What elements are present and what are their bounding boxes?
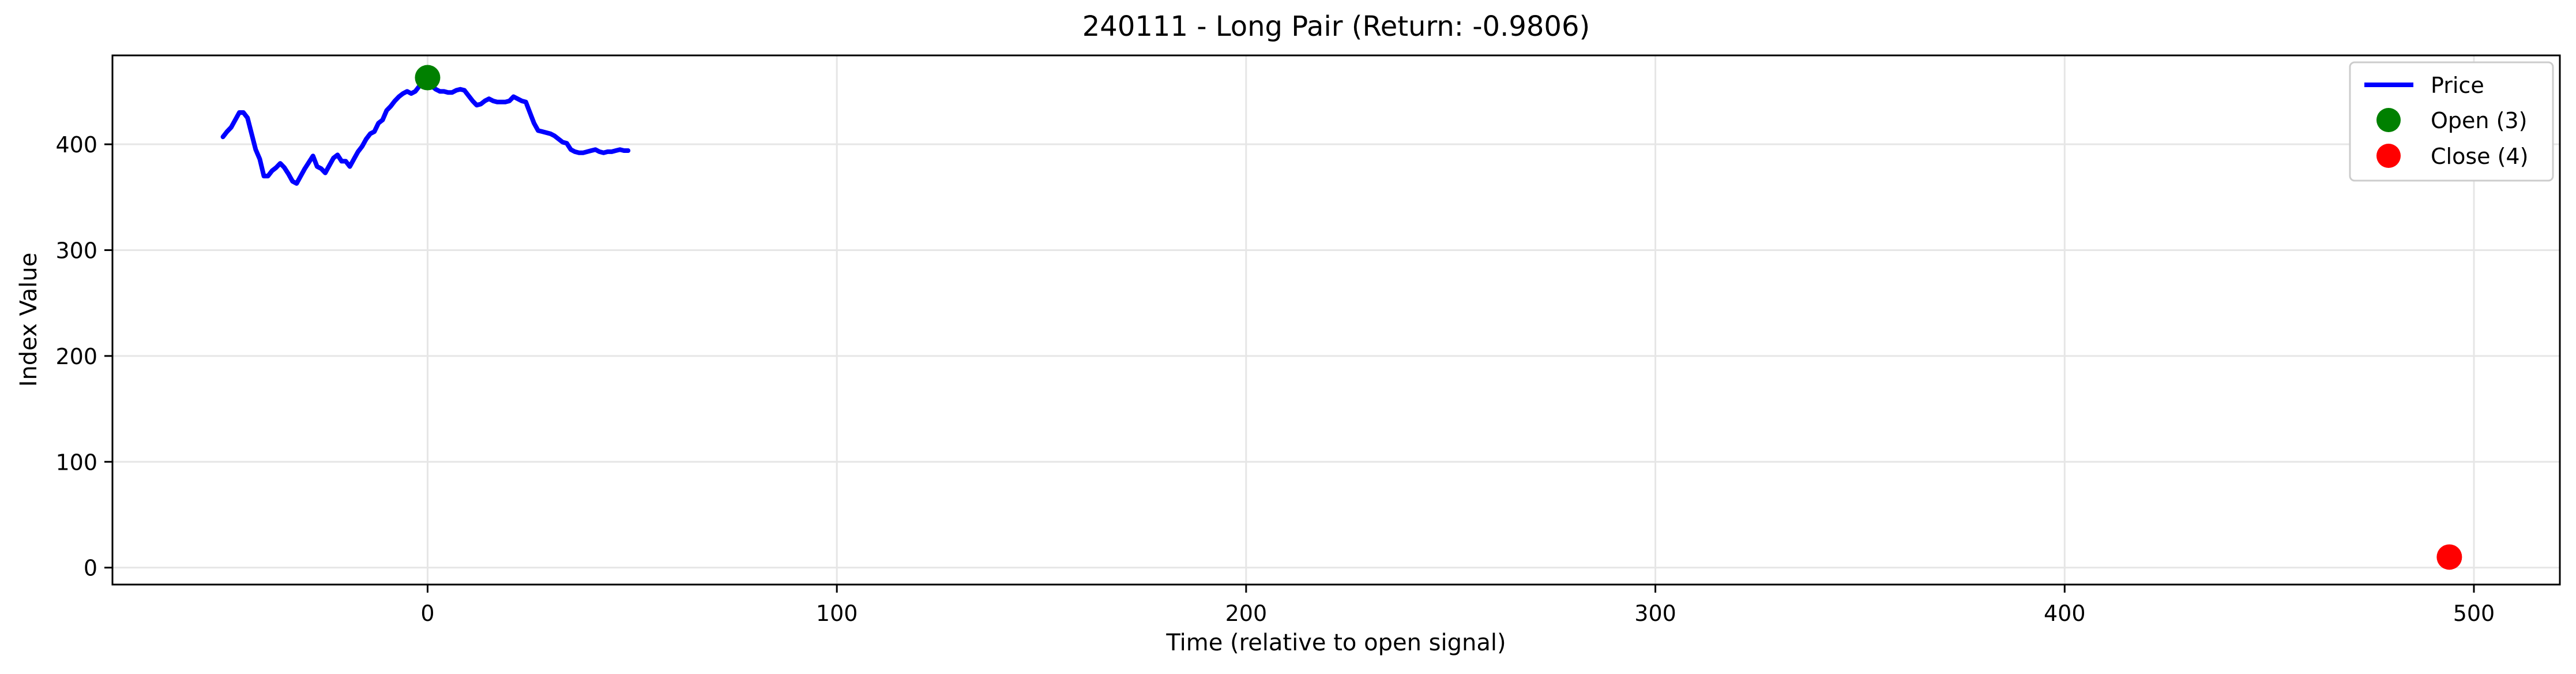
x-tick-label: 0 bbox=[420, 601, 434, 626]
x-tick-label: 500 bbox=[2453, 601, 2495, 626]
x-tick-label: 400 bbox=[2044, 601, 2086, 626]
y-gridlines bbox=[112, 143, 2560, 569]
y-tick-label: 400 bbox=[55, 132, 97, 158]
legend-close-marker-icon bbox=[2376, 144, 2401, 168]
y-tick-label: 200 bbox=[55, 344, 97, 369]
legend-open-label: Open (3) bbox=[2431, 108, 2527, 133]
y-tick-label: 100 bbox=[55, 450, 97, 475]
x-axis-label: Time (relative to open signal) bbox=[1165, 630, 1506, 656]
y-tick-label: 0 bbox=[84, 556, 97, 581]
legend-open-marker-icon bbox=[2376, 108, 2401, 132]
close-marker bbox=[2436, 544, 2462, 570]
open-marker bbox=[415, 65, 441, 91]
x-tick-label: 200 bbox=[1225, 601, 1268, 626]
markers bbox=[415, 65, 2462, 570]
chart-title: 240111 - Long Pair (Return: -0.9806) bbox=[1082, 10, 1590, 43]
legend-price-label: Price bbox=[2431, 73, 2484, 98]
x-axis: 0 100 200 300 400 500 bbox=[420, 585, 2495, 626]
x-tick-label: 100 bbox=[816, 601, 858, 626]
y-axis-label: Index Value bbox=[16, 253, 42, 387]
y-axis: 0 100 200 300 400 bbox=[55, 132, 112, 581]
y-tick-label: 300 bbox=[55, 238, 97, 263]
legend: Price Open (3) Close (4) bbox=[2349, 61, 2554, 182]
plot-frame bbox=[111, 54, 2561, 586]
x-tick-label: 300 bbox=[1634, 601, 1676, 626]
legend-close-label: Close (4) bbox=[2431, 144, 2528, 169]
legend-box bbox=[2349, 61, 2554, 182]
